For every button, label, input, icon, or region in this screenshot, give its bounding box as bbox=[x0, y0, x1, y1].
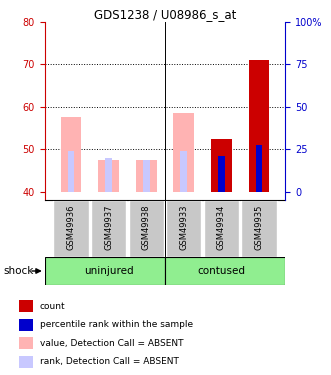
Text: value, Detection Call = ABSENT: value, Detection Call = ABSENT bbox=[40, 339, 183, 348]
Text: uninjured: uninjured bbox=[84, 266, 133, 276]
Bar bbox=[20, 319, 33, 331]
Bar bbox=[53, 200, 89, 257]
Bar bbox=[20, 338, 33, 350]
Bar bbox=[105, 158, 112, 192]
Bar bbox=[20, 300, 33, 312]
Bar bbox=[143, 160, 150, 192]
Text: GSM49935: GSM49935 bbox=[255, 204, 263, 250]
Bar bbox=[91, 200, 126, 257]
Bar bbox=[128, 200, 164, 257]
Text: contused: contused bbox=[197, 266, 245, 276]
Bar bbox=[218, 156, 225, 192]
Text: rank, Detection Call = ABSENT: rank, Detection Call = ABSENT bbox=[40, 357, 178, 366]
Text: shock: shock bbox=[3, 266, 34, 276]
Bar bbox=[61, 117, 81, 192]
Title: GDS1238 / U08986_s_at: GDS1238 / U08986_s_at bbox=[94, 8, 236, 21]
Text: GSM49934: GSM49934 bbox=[217, 204, 226, 250]
Bar bbox=[45, 257, 165, 285]
Bar bbox=[165, 257, 285, 285]
Bar bbox=[180, 151, 187, 192]
Bar bbox=[20, 356, 33, 368]
Text: percentile rank within the sample: percentile rank within the sample bbox=[40, 320, 193, 329]
Bar bbox=[204, 200, 239, 257]
Text: count: count bbox=[40, 302, 65, 311]
Bar bbox=[166, 200, 202, 257]
Text: GSM49936: GSM49936 bbox=[67, 204, 75, 250]
Bar bbox=[68, 151, 74, 192]
Text: GSM49937: GSM49937 bbox=[104, 204, 113, 250]
Text: GSM49933: GSM49933 bbox=[179, 204, 188, 250]
Bar bbox=[249, 60, 269, 192]
Bar bbox=[241, 200, 277, 257]
Bar bbox=[98, 160, 119, 192]
Bar bbox=[211, 138, 232, 192]
Text: GSM49938: GSM49938 bbox=[142, 204, 151, 250]
Bar bbox=[256, 145, 262, 192]
Bar bbox=[136, 160, 157, 192]
Bar bbox=[173, 113, 194, 192]
